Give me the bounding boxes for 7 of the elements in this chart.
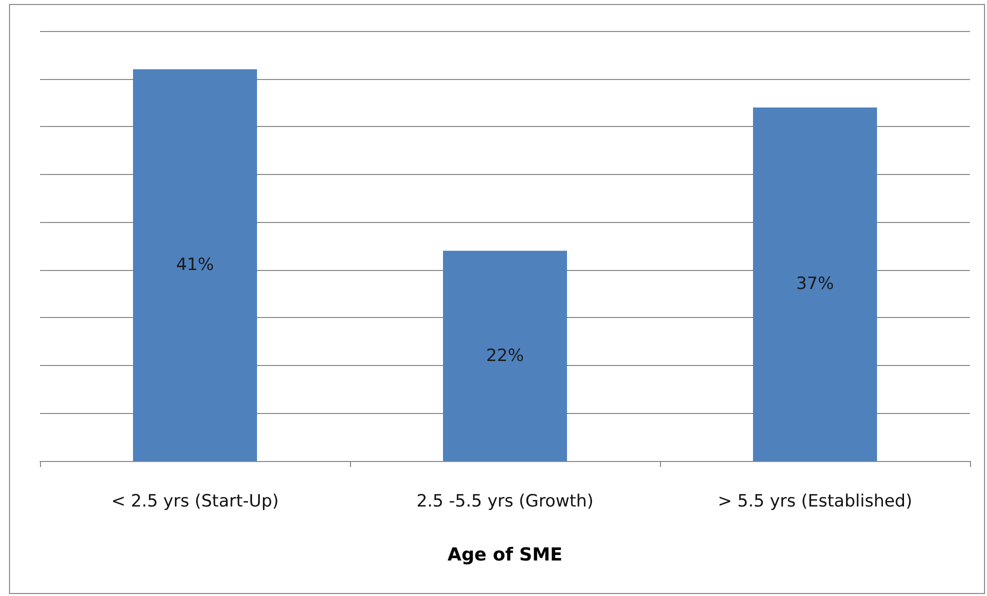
- x-tick-label: 2.5 -5.5 yrs (Growth): [416, 492, 594, 512]
- data-label: 22%: [486, 346, 524, 366]
- x-tick-label: > 5.5 yrs (Established): [718, 492, 912, 512]
- x-axis-title: Age of SME: [448, 544, 562, 566]
- x-tick-label: < 2.5 yrs (Start-Up): [111, 492, 279, 512]
- data-label: 41%: [176, 255, 214, 276]
- data-label: 37%: [796, 274, 834, 294]
